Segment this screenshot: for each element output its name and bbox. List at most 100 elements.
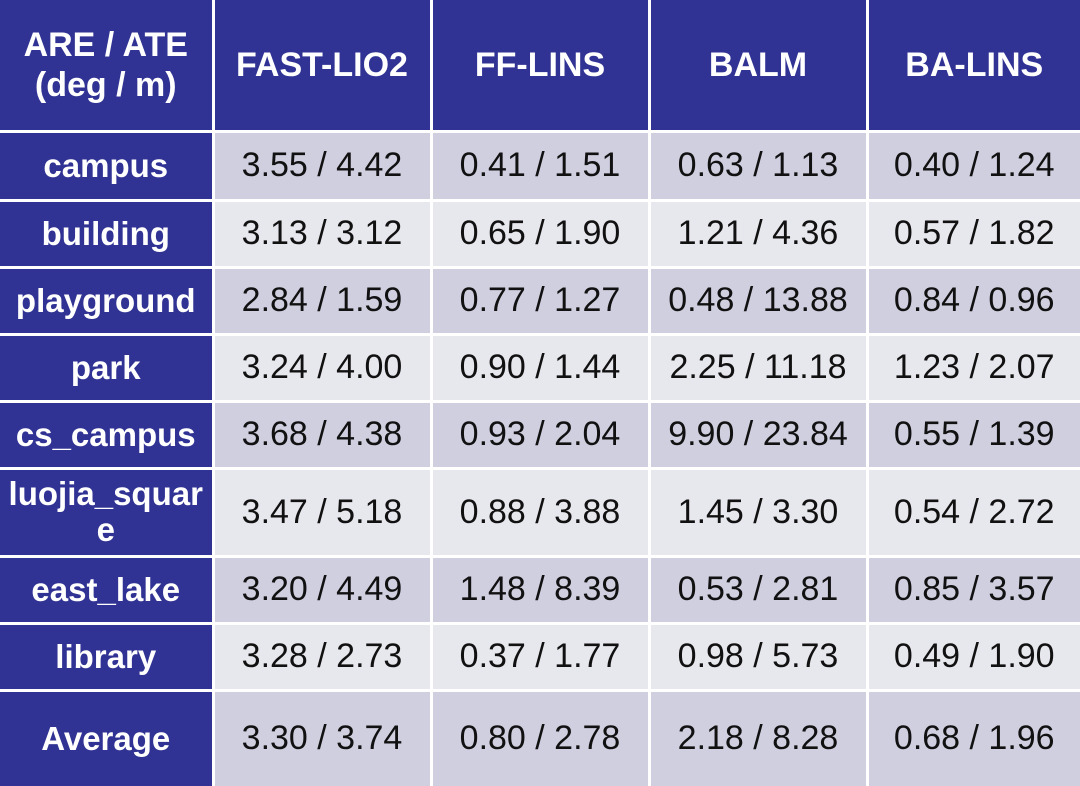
corner-cell: ARE / ATE (deg / m) — [0, 0, 212, 130]
column-header: BALM — [650, 0, 866, 130]
row-header: east_lake — [0, 557, 212, 622]
row-header: Average — [0, 691, 212, 786]
value-cell: 0.85 / 3.57 — [868, 557, 1080, 622]
value-cell: 1.48 / 8.39 — [432, 557, 648, 622]
value-cell: 3.55 / 4.42 — [214, 132, 430, 199]
row-header-text: park — [70, 348, 141, 386]
value-cell: 0.88 / 3.88 — [432, 469, 648, 555]
value-text: 0.80 / 2.78 — [459, 719, 621, 758]
row-header: building — [0, 201, 212, 266]
value-cell: 0.48 / 13.88 — [650, 268, 866, 333]
row-header: luojia_square — [0, 469, 212, 555]
row-header-text: playground — [15, 281, 196, 319]
value-text: 0.49 / 1.90 — [893, 637, 1055, 675]
corner-line: ARE / ATE — [23, 25, 188, 64]
value-text: 3.68 / 4.38 — [241, 415, 403, 453]
value-text: 0.88 / 3.88 — [459, 492, 621, 531]
value-text: 0.77 / 1.27 — [459, 281, 621, 319]
value-text: 9.90 / 23.84 — [668, 415, 848, 453]
value-cell: 0.65 / 1.90 — [432, 201, 648, 266]
value-text: 0.63 / 1.13 — [677, 146, 839, 184]
value-text: 3.28 / 2.73 — [241, 637, 403, 675]
value-text: 0.48 / 13.88 — [668, 281, 848, 319]
row-header-text: building — [41, 214, 170, 252]
value-cell: 9.90 / 23.84 — [650, 402, 866, 467]
corner-text: ARE / ATE (deg / m) — [24, 25, 188, 105]
value-text: 0.68 / 1.96 — [893, 719, 1055, 758]
value-text: 3.20 / 4.49 — [241, 570, 403, 608]
value-cell: 0.77 / 1.27 — [432, 268, 648, 333]
value-text: 0.54 / 2.72 — [893, 492, 1055, 531]
row-header-text: campus — [43, 146, 169, 184]
value-text: 3.47 / 5.18 — [241, 492, 403, 531]
value-cell: 3.47 / 5.18 — [214, 469, 430, 555]
value-cell: 2.25 / 11.18 — [650, 335, 866, 400]
value-text: 3.30 / 3.74 — [241, 719, 403, 758]
value-cell: 1.21 / 4.36 — [650, 201, 866, 266]
value-cell: 0.57 / 1.82 — [868, 201, 1080, 266]
value-cell: 0.53 / 2.81 — [650, 557, 866, 622]
value-cell: 3.28 / 2.73 — [214, 624, 430, 689]
value-text: 2.18 / 8.28 — [677, 719, 839, 758]
value-text: 0.55 / 1.39 — [893, 415, 1055, 453]
value-cell: 0.41 / 1.51 — [432, 132, 648, 199]
row-header: campus — [0, 132, 212, 199]
value-cell: 1.23 / 2.07 — [868, 335, 1080, 400]
value-text: 2.84 / 1.59 — [241, 281, 403, 319]
value-text: 3.55 / 4.42 — [241, 146, 403, 184]
value-cell: 2.18 / 8.28 — [650, 691, 866, 786]
value-cell: 0.90 / 1.44 — [432, 335, 648, 400]
value-cell: 0.80 / 2.78 — [432, 691, 648, 786]
value-text: 1.23 / 2.07 — [893, 348, 1055, 386]
value-text: 1.21 / 4.36 — [677, 214, 839, 252]
row-header-text: cs_campus — [15, 415, 196, 453]
value-cell: 3.20 / 4.49 — [214, 557, 430, 622]
value-text: 0.84 / 0.96 — [893, 281, 1055, 319]
value-text: 0.65 / 1.90 — [459, 214, 621, 252]
value-text: 0.93 / 2.04 — [459, 415, 621, 453]
value-cell: 0.84 / 0.96 — [868, 268, 1080, 333]
value-cell: 0.40 / 1.24 — [868, 132, 1080, 199]
value-cell: 0.93 / 2.04 — [432, 402, 648, 467]
value-text: 0.37 / 1.77 — [459, 637, 621, 675]
row-header-text: east_lake — [31, 570, 181, 608]
value-cell: 0.55 / 1.39 — [868, 402, 1080, 467]
value-text: 0.85 / 3.57 — [893, 570, 1055, 608]
value-text: 0.98 / 5.73 — [677, 637, 839, 675]
value-cell: 0.63 / 1.13 — [650, 132, 866, 199]
column-header: BA-LINS — [868, 0, 1080, 130]
value-text: 0.40 / 1.24 — [893, 146, 1055, 184]
value-text: 0.57 / 1.82 — [893, 214, 1055, 252]
value-cell: 0.37 / 1.77 — [432, 624, 648, 689]
row-header-text: luojia_square — [8, 475, 203, 548]
column-header: FF-LINS — [432, 0, 648, 130]
value-cell: 3.68 / 4.38 — [214, 402, 430, 467]
value-text: 2.25 / 11.18 — [669, 348, 847, 386]
row-header-text: library — [55, 637, 157, 675]
value-text: 1.45 / 3.30 — [677, 492, 839, 531]
row-header: park — [0, 335, 212, 400]
column-header-text: BALM — [708, 45, 808, 84]
value-cell: 3.24 / 4.00 — [214, 335, 430, 400]
column-header-text: FF-LINS — [474, 45, 606, 84]
row-header-text: Average — [41, 719, 171, 757]
value-text: 3.24 / 4.00 — [241, 348, 403, 386]
value-text: 3.13 / 3.12 — [241, 214, 403, 252]
column-header: FAST-LIO2 — [214, 0, 430, 130]
value-cell: 1.45 / 3.30 — [650, 469, 866, 555]
value-text: 0.90 / 1.44 — [459, 348, 621, 386]
value-cell: 0.98 / 5.73 — [650, 624, 866, 689]
row-header: playground — [0, 268, 212, 333]
corner-line: (deg / m) — [34, 65, 177, 104]
value-cell: 3.30 / 3.74 — [214, 691, 430, 786]
row-header: library — [0, 624, 212, 689]
value-cell: 0.68 / 1.96 — [868, 691, 1080, 786]
value-text: 0.53 / 2.81 — [677, 570, 839, 608]
column-header-text: BA-LINS — [905, 45, 1044, 84]
value-text: 1.48 / 8.39 — [459, 570, 621, 608]
column-header-text: FAST-LIO2 — [236, 45, 408, 84]
value-cell: 2.84 / 1.59 — [214, 268, 430, 333]
row-header: cs_campus — [0, 402, 212, 467]
value-text: 0.41 / 1.51 — [459, 146, 621, 184]
